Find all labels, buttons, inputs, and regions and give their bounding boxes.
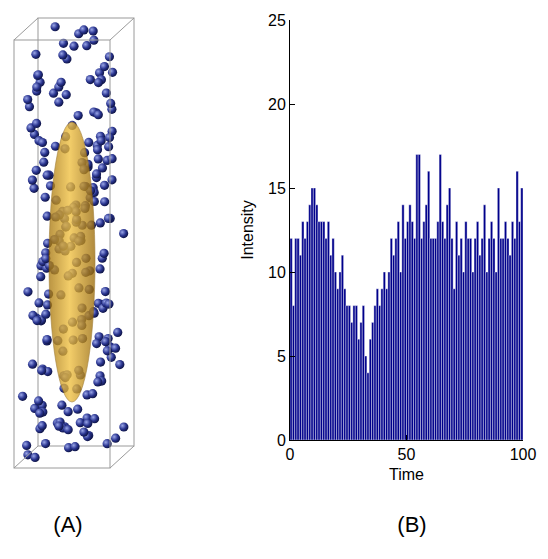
svg-text:10: 10 <box>268 264 286 281</box>
svg-text:25: 25 <box>268 12 286 29</box>
svg-text:20: 20 <box>268 96 286 113</box>
svg-text:0: 0 <box>286 446 295 463</box>
svg-text:15: 15 <box>268 180 286 197</box>
svg-text:50: 50 <box>398 446 416 463</box>
svg-text:Intensity: Intensity <box>239 200 256 260</box>
svg-text:100: 100 <box>510 446 537 463</box>
svg-text:5: 5 <box>277 348 286 365</box>
svg-text:0: 0 <box>277 432 286 449</box>
svg-text:Time: Time <box>389 466 424 483</box>
html-text:(B): (B) <box>397 512 427 537</box>
html-text:(A): (A) <box>53 512 83 537</box>
